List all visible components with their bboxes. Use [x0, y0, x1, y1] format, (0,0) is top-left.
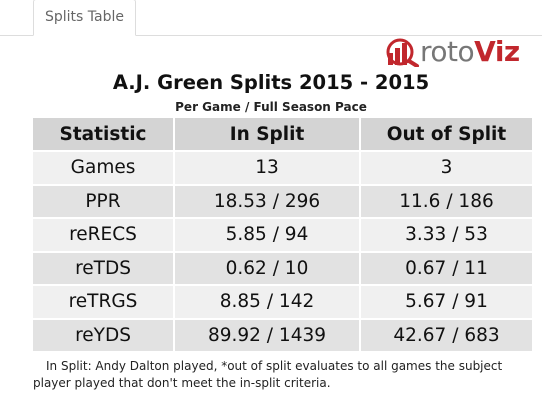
table-row: reTDS 0.62 / 10 0.67 / 11	[33, 251, 534, 286]
stat-name: Games	[33, 151, 175, 186]
in-split-value: 0.62 / 10	[174, 251, 361, 286]
header-statistic: Statistic	[33, 118, 175, 152]
rotoviz-logo: rotoViz	[386, 35, 536, 68]
footnote-line-1: In Split: Andy Dalton played, *out of sp…	[46, 359, 503, 373]
header-out-of-split: Out of Split	[360, 118, 534, 152]
table-row: PPR 18.53 / 296 11.6 / 186	[33, 184, 534, 219]
stat-name: PPR	[33, 184, 175, 219]
page-title: A.J. Green Splits 2015 - 2015	[112, 71, 430, 94]
in-split-value: 89.92 / 1439	[174, 318, 361, 353]
logo-wordmark: rotoViz	[420, 35, 520, 68]
table-row: reYDS 89.92 / 1439 42.67 / 683	[33, 318, 534, 353]
out-of-split-value: 3	[360, 151, 534, 186]
in-split-value: 8.85 / 142	[174, 285, 361, 320]
stat-name: reRECS	[33, 218, 175, 253]
footnote: In Split: Andy Dalton played, *out of sp…	[33, 358, 533, 392]
table-row: reTRGS 8.85 / 142 5.67 / 91	[33, 285, 534, 320]
in-split-value: 13	[174, 151, 361, 186]
table-row: Games 13 3	[33, 151, 534, 186]
splits-table: Statistic In Split Out of Split Games 13…	[33, 118, 534, 353]
stat-name: reTDS	[33, 251, 175, 286]
table-row: reRECS 5.85 / 94 3.33 / 53	[33, 218, 534, 253]
logo-wordmark-suffix: Viz	[474, 35, 520, 68]
header-in-split: In Split	[174, 118, 361, 152]
out-of-split-value: 3.33 / 53	[360, 218, 534, 253]
table-header-row: Statistic In Split Out of Split	[33, 118, 534, 152]
tab-bar: Splits Table	[0, 0, 542, 36]
out-of-split-value: 11.6 / 186	[360, 184, 534, 219]
page-subtitle: Per Game / Full Season Pace	[175, 100, 367, 114]
tab-splits-table[interactable]: Splits Table	[33, 0, 136, 36]
stat-name: reTRGS	[33, 285, 175, 320]
in-split-value: 5.85 / 94	[174, 218, 361, 253]
in-split-value: 18.53 / 296	[174, 184, 361, 219]
stat-name: reYDS	[33, 318, 175, 353]
footnote-line-2: player played that don't meet the in-spl…	[33, 376, 331, 390]
logo-wordmark-prefix: roto	[420, 35, 475, 68]
chart-logo-icon	[386, 38, 419, 67]
out-of-split-value: 0.67 / 11	[360, 251, 534, 286]
out-of-split-value: 42.67 / 683	[360, 318, 534, 353]
out-of-split-value: 5.67 / 91	[360, 285, 534, 320]
